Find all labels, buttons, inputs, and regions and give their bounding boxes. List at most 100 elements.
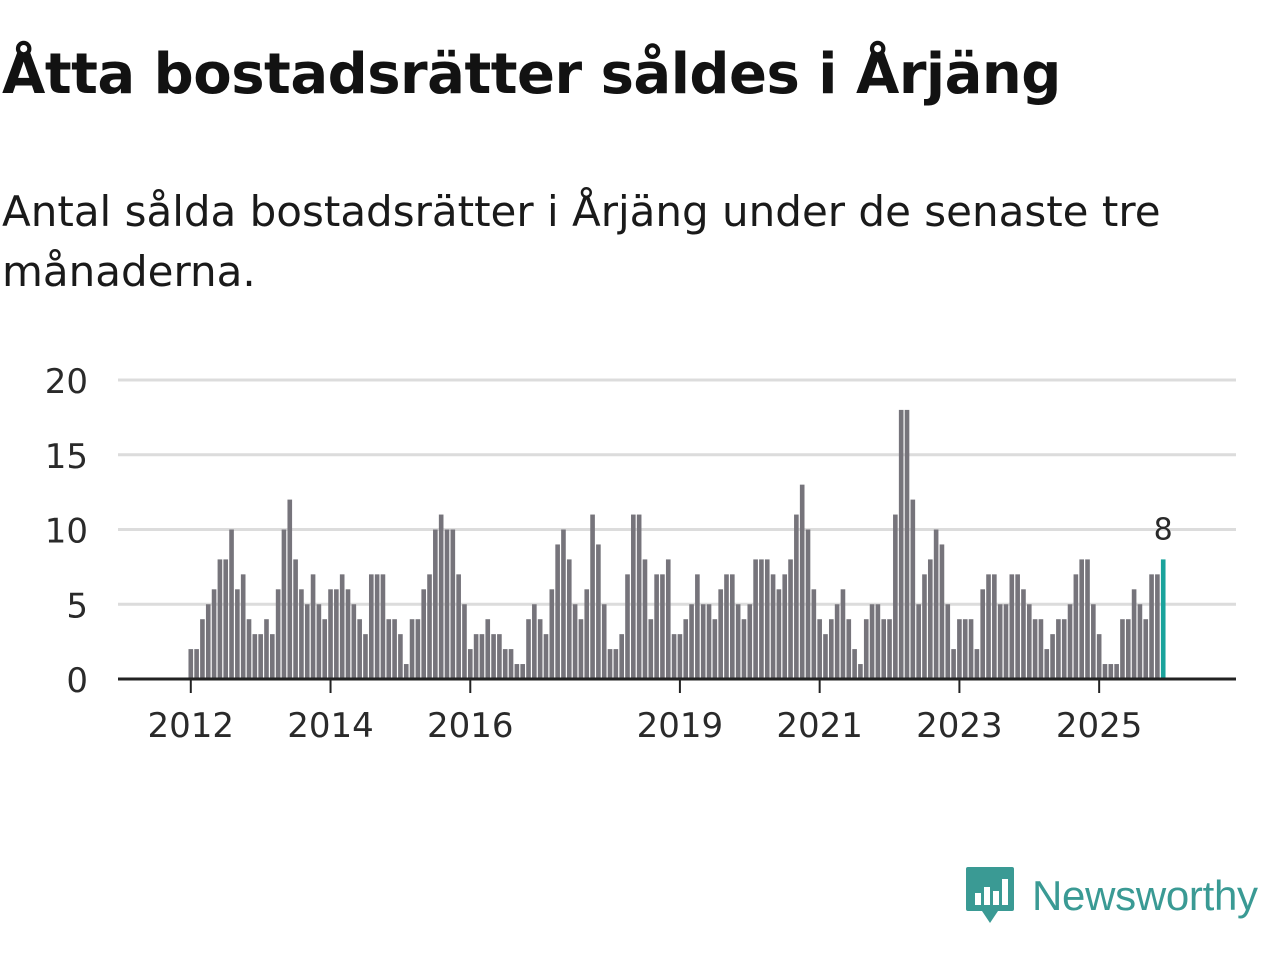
bar xyxy=(520,664,526,679)
bar xyxy=(910,499,916,679)
bar xyxy=(1120,619,1125,679)
bar xyxy=(852,649,857,679)
bar xyxy=(398,634,403,679)
bar xyxy=(264,619,269,679)
bar xyxy=(339,574,345,679)
last-value-label: 8 xyxy=(1154,512,1173,547)
chart-title: Åtta bostadsrätter såldes i Årjäng xyxy=(2,42,1061,107)
bar xyxy=(840,589,846,679)
bar xyxy=(217,559,223,679)
bar xyxy=(747,604,753,679)
bar xyxy=(683,619,689,679)
y-tick-label: 15 xyxy=(45,437,88,477)
bar xyxy=(776,589,782,679)
bar xyxy=(223,559,229,679)
bar xyxy=(1108,664,1114,679)
bar xyxy=(287,499,293,679)
bar xyxy=(1050,634,1055,679)
bar xyxy=(188,649,194,679)
bar xyxy=(986,574,991,679)
bar xyxy=(444,529,450,679)
bar xyxy=(508,649,514,679)
bar xyxy=(526,619,531,679)
bar xyxy=(310,574,316,679)
bar xyxy=(1032,619,1038,679)
bar xyxy=(764,559,770,679)
bar xyxy=(794,514,799,679)
bar xyxy=(194,649,199,679)
bar xyxy=(619,634,624,679)
bar xyxy=(660,574,665,679)
bar xyxy=(922,574,927,679)
bar xyxy=(601,604,607,679)
bar xyxy=(485,619,491,679)
bar xyxy=(450,529,456,679)
bar xyxy=(1155,574,1160,679)
x-tick-label: 2012 xyxy=(148,706,235,746)
bar xyxy=(665,559,671,679)
bar xyxy=(380,574,386,679)
bar xyxy=(974,649,980,679)
bar xyxy=(566,559,572,679)
bar xyxy=(497,634,502,679)
bar xyxy=(887,619,892,679)
x-axis-labels: 2012 2014 2016 2019 2021 2023 2025 xyxy=(148,706,1143,746)
bar xyxy=(1038,619,1044,679)
bar xyxy=(1085,559,1090,679)
bar xyxy=(299,589,304,679)
bar xyxy=(473,634,479,679)
newsworthy-bar-chart-icon xyxy=(966,867,1014,923)
bar xyxy=(1026,604,1032,679)
bar xyxy=(636,514,642,679)
bar xyxy=(893,514,898,679)
bar xyxy=(654,574,659,679)
bar xyxy=(345,589,351,679)
bar xyxy=(1114,664,1119,679)
bar xyxy=(403,664,409,679)
bar xyxy=(613,649,619,679)
y-tick-label: 20 xyxy=(45,362,88,402)
bar xyxy=(316,604,322,679)
bar xyxy=(916,604,921,679)
grid-lines xyxy=(118,378,1236,606)
bar-highlight xyxy=(1160,559,1166,679)
annotations: 8 xyxy=(1154,512,1173,547)
bar xyxy=(625,574,630,679)
bar xyxy=(834,604,840,679)
bar xyxy=(962,619,968,679)
bar xyxy=(695,574,700,679)
bar xyxy=(770,574,776,679)
bar xyxy=(735,604,741,679)
bar xyxy=(753,559,758,679)
bar xyxy=(980,589,986,679)
bar xyxy=(328,589,333,679)
bar xyxy=(951,649,956,679)
bar xyxy=(235,589,240,679)
bar xyxy=(898,409,904,679)
bar xyxy=(252,634,258,679)
chart-subtitle: Antal sålda bostadsrätter i Årjäng under… xyxy=(2,187,1161,296)
bar xyxy=(532,604,537,679)
bar xyxy=(957,619,962,679)
bar xyxy=(939,544,945,679)
bar xyxy=(782,574,788,679)
bar xyxy=(304,604,310,679)
bar xyxy=(712,619,718,679)
x-tick-label: 2021 xyxy=(776,706,863,746)
bar xyxy=(881,619,887,679)
bar xyxy=(561,529,566,679)
bar xyxy=(363,634,368,679)
bar xyxy=(555,544,560,679)
bar xyxy=(1149,574,1154,679)
bar xyxy=(1061,619,1067,679)
bar xyxy=(741,619,747,679)
y-tick-label: 10 xyxy=(45,512,88,552)
bar xyxy=(293,559,298,679)
bar xyxy=(823,634,828,679)
bar xyxy=(788,559,793,679)
bar xyxy=(1091,604,1096,679)
bar xyxy=(584,589,590,679)
bar xyxy=(671,634,677,679)
bar xyxy=(467,649,473,679)
bar xyxy=(805,529,811,679)
